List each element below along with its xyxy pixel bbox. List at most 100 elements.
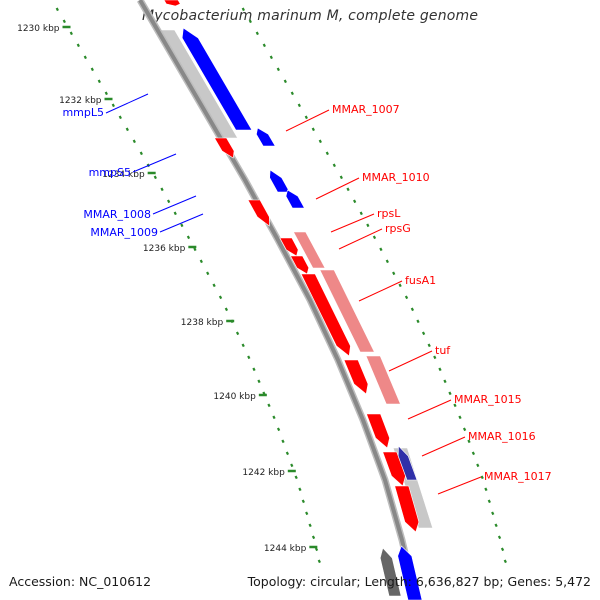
gene-label-rpsG: rpsG <box>385 222 411 235</box>
gene-label-mmpL5: mmpL5 <box>62 106 104 119</box>
gene-arrow-rpsL <box>279 237 299 257</box>
gene-label-leader <box>285 109 330 132</box>
tick-dot-reverse <box>160 187 164 192</box>
tick-dot-forward <box>462 427 467 432</box>
tick-dot-forward <box>297 103 301 108</box>
tick-dot-reverse <box>186 235 191 240</box>
tick-dot-reverse <box>317 559 321 564</box>
gene-arrow-fusA1 <box>300 273 351 357</box>
gene-label-rpsL: rpsL <box>377 207 401 220</box>
tick-dot-forward <box>372 235 377 240</box>
tick-dot-reverse <box>97 79 101 84</box>
tick-dot-reverse <box>173 211 177 216</box>
gene-label-leader <box>338 228 383 250</box>
tick-dot-forward <box>494 523 498 528</box>
tick-dot-forward <box>398 283 402 288</box>
tick-dot-reverse <box>267 403 271 408</box>
gene-arrow-top <box>163 0 181 7</box>
backbone <box>138 0 418 600</box>
gene-label-leader <box>358 280 403 302</box>
gene-label-leader <box>330 213 375 233</box>
tick-dot-reverse <box>83 55 87 60</box>
tick-dot-reverse <box>285 451 290 456</box>
gene-label-mmpS5: mmpS5 <box>89 166 131 179</box>
gene-label-leader <box>159 213 204 233</box>
tick-dot-forward <box>359 211 363 216</box>
tick-dot-reverse <box>290 463 294 468</box>
tick-dot-reverse <box>247 355 251 360</box>
tick-dot-reverse <box>308 523 312 528</box>
tick-dot-reverse <box>257 379 261 384</box>
tick-dot-reverse <box>55 7 59 12</box>
scale-tick-label: 1240 kbp <box>213 392 256 402</box>
gene-arrow-bottom-blue <box>397 545 423 600</box>
gene-label-MMAR_1017: MMAR_1017 <box>484 470 552 483</box>
tick-dot-forward <box>476 463 480 468</box>
tick-dot-reverse <box>139 151 143 156</box>
tick-dot-reverse <box>276 427 281 432</box>
tick-dot-reverse <box>212 283 216 288</box>
tick-dot-reverse <box>62 19 66 24</box>
tick-dot-forward <box>290 91 294 96</box>
gene-label-MMAR_1008: MMAR_1008 <box>83 208 151 221</box>
tick-dot-forward <box>325 151 329 156</box>
tick-dot-reverse <box>301 499 305 504</box>
gene-arrow-MMAR_1017 <box>394 485 420 533</box>
tick-dot-forward <box>471 451 476 456</box>
tick-dot-forward <box>453 403 457 408</box>
tick-dot-forward <box>304 115 308 120</box>
tick-dot-forward <box>241 7 245 12</box>
tick-dot-forward <box>379 247 383 252</box>
tick-dot-forward <box>392 271 396 276</box>
scale-tick-label: 1232 kbp <box>59 96 102 106</box>
gene-label-leader <box>407 399 452 420</box>
tick-dot-reverse <box>218 295 223 300</box>
tick-dot-reverse <box>199 259 203 264</box>
gene-label-leader <box>105 93 149 114</box>
tick-dot-forward <box>480 475 484 480</box>
gene-label-leader <box>388 350 433 372</box>
gene-label-MMAR_1010: MMAR_1010 <box>362 171 430 184</box>
tick-dot-reverse <box>206 271 210 276</box>
tick-dot-reverse <box>153 175 157 180</box>
tick-dot-forward <box>491 511 495 516</box>
tick-dot-reverse <box>180 223 184 228</box>
gene-label-leader <box>437 476 482 495</box>
tick-dot-reverse <box>252 367 256 372</box>
tick-dot-reverse <box>294 475 298 480</box>
tick-dot-reverse <box>90 67 94 72</box>
gene-label-MMAR_1016: MMAR_1016 <box>468 430 536 443</box>
scale-tick-label: 1234 kbp <box>102 170 145 180</box>
gene-arrow-mmpL5-tail <box>256 127 276 147</box>
gene-arrow-bottom-grey <box>379 547 402 597</box>
tick-dot-reverse <box>298 487 302 492</box>
tick-dot-forward <box>346 187 350 192</box>
tick-dot-forward <box>385 259 389 264</box>
gene-arrow-MMAR_1015 <box>366 413 390 449</box>
tick-dot-reverse <box>241 343 245 348</box>
gene-label-leader <box>421 436 466 457</box>
gene-label-MMAR_1015: MMAR_1015 <box>454 393 522 406</box>
tick-dot-reverse <box>125 127 129 132</box>
tick-dot-forward <box>416 319 420 324</box>
tick-dot-reverse <box>314 547 319 552</box>
gene-arrow-MMAR_1008 <box>285 189 305 209</box>
gene-label-tuf: tuf <box>435 344 451 357</box>
tick-dot-reverse <box>118 115 122 120</box>
gene-label-fusA1: fusA1 <box>405 274 436 287</box>
tick-dot-reverse <box>272 415 276 420</box>
tick-dot-forward <box>269 55 273 60</box>
tick-dot-forward <box>484 487 488 492</box>
scale-tick-label: 1242 kbp <box>242 468 285 478</box>
tick-dot-reverse <box>224 307 229 312</box>
tick-dot-reverse <box>311 535 316 540</box>
gene-label-MMAR_1009: MMAR_1009 <box>90 226 158 239</box>
tick-dot-reverse <box>111 103 115 108</box>
accession-text: Accession: NC_010612 <box>9 574 152 589</box>
fusA1-feature-band <box>319 269 375 353</box>
tick-dot-forward <box>318 139 322 144</box>
gene-arrow-MMAR_1016-reverse <box>397 445 418 481</box>
tick-dot-forward <box>458 415 462 420</box>
tick-dot-forward <box>353 199 357 204</box>
